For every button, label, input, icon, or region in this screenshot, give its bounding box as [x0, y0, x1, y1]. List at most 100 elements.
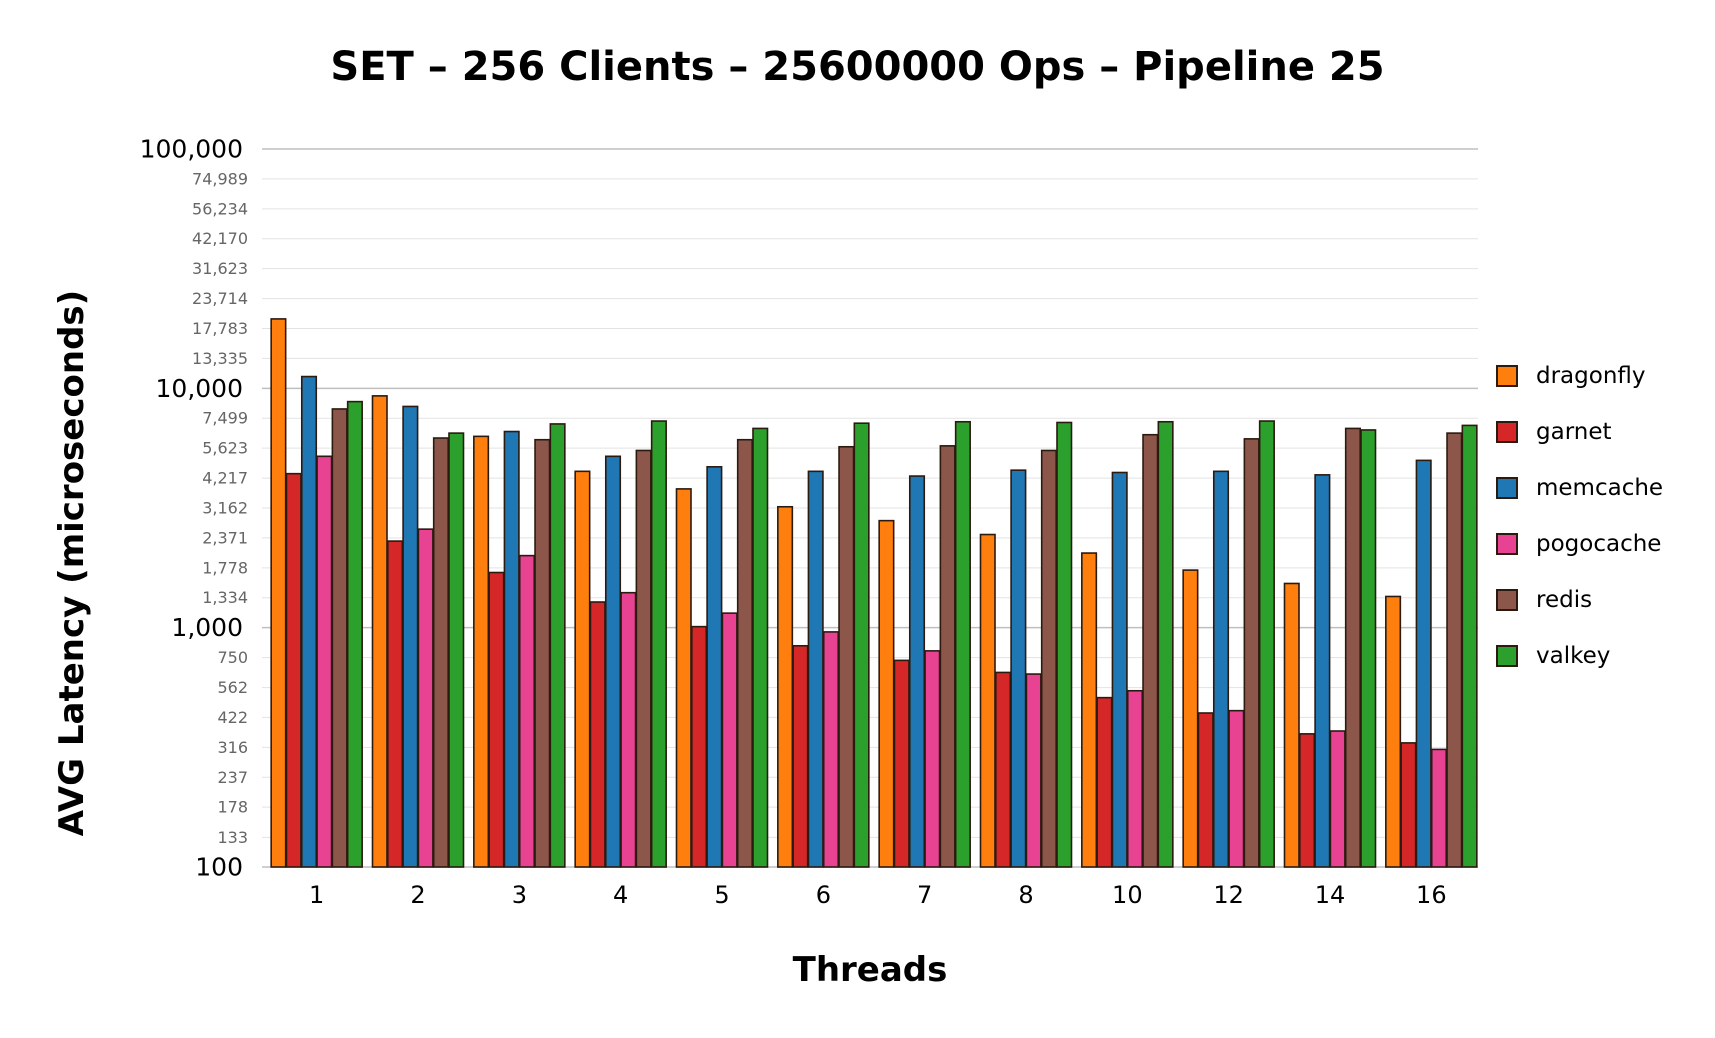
bar-garnet	[386, 540, 404, 868]
legend-label: valkey	[1536, 643, 1611, 669]
bar-memcache	[1314, 474, 1331, 868]
x-tick-label: 12	[1213, 881, 1244, 909]
bar-garnet	[285, 472, 302, 868]
bar-valkey	[1360, 429, 1377, 868]
legend-label: memcache	[1536, 475, 1664, 501]
y-axis-title: AVG Latency (microseconds)	[52, 289, 92, 837]
bar-pogocache	[518, 554, 536, 868]
x-axis-title: Threads	[792, 950, 948, 990]
x-tick-label: 10	[1112, 881, 1143, 909]
bar-dragonfly	[777, 505, 794, 868]
y-tick-label: 10,000	[156, 374, 243, 403]
bar-memcache	[503, 430, 520, 868]
bar-pogocache	[620, 591, 637, 868]
bar-pogocache	[924, 650, 941, 868]
x-tick-label: 3	[512, 881, 527, 909]
bar-memcache	[807, 470, 824, 868]
x-tick-label: 6	[816, 881, 831, 909]
bar-valkey	[752, 427, 769, 868]
bar-garnet	[1197, 712, 1214, 868]
bar-redis	[1040, 449, 1057, 868]
bar-garnet	[1096, 696, 1113, 868]
bar-valkey	[1461, 424, 1478, 868]
bar-valkey	[1056, 421, 1073, 868]
bar-garnet	[488, 571, 505, 868]
legend-swatch	[1496, 477, 1518, 499]
bar-redis	[331, 408, 348, 868]
chart-title: SET – 256 Clients – 25600000 Ops – Pipel…	[330, 44, 1385, 90]
bar-redis	[939, 445, 956, 868]
x-tick-label: 5	[714, 881, 729, 909]
y-tick-label: 562	[217, 678, 248, 697]
legend-swatch	[1496, 589, 1518, 611]
bar-pogocache	[1430, 748, 1448, 868]
y-tick-label: 5,623	[202, 439, 248, 458]
y-tick-label: 23,714	[192, 289, 248, 308]
bar-dragonfly	[371, 395, 388, 868]
x-tick-label: 2	[410, 881, 425, 909]
bar-memcache	[604, 455, 622, 868]
bar-dragonfly	[1081, 552, 1098, 868]
y-tick-label: 422	[217, 708, 248, 727]
bar-redis	[838, 445, 855, 868]
legend-swatch	[1496, 421, 1518, 443]
legend-label: dragonfly	[1536, 363, 1646, 389]
y-tick-label: 42,170	[192, 229, 248, 248]
bar-valkey	[549, 423, 566, 868]
y-tick-label: 3,162	[202, 499, 248, 518]
bar-valkey	[448, 432, 465, 868]
y-tick-label: 133	[217, 828, 248, 847]
bar-dragonfly	[473, 435, 490, 868]
bar-dragonfly	[1283, 582, 1300, 868]
y-tick-label: 1,778	[202, 558, 248, 577]
bar-memcache	[1415, 459, 1432, 868]
bar-dragonfly	[1182, 569, 1199, 868]
legend-label: pogocache	[1536, 531, 1662, 557]
y-tick-label: 13,335	[192, 349, 248, 368]
legend-item: pogocache	[1496, 516, 1663, 572]
bar-memcache	[1010, 469, 1027, 868]
bar-redis	[1142, 433, 1159, 868]
x-tick-label: 14	[1315, 881, 1346, 909]
bar-redis	[432, 437, 450, 868]
y-tick-label: 74,989	[192, 169, 248, 188]
bar-memcache	[706, 466, 723, 868]
bar-garnet	[1400, 742, 1417, 868]
bar-valkey	[1258, 420, 1275, 868]
bar-pogocache	[1228, 709, 1245, 868]
y-tick-label: 1,334	[202, 588, 248, 607]
y-tick-label: 1,000	[171, 613, 243, 642]
bar-redis	[1243, 438, 1260, 868]
x-tick-label: 16	[1416, 881, 1447, 909]
bar-pogocache	[1025, 673, 1042, 868]
bar-valkey	[853, 422, 870, 868]
bar-dragonfly	[1385, 595, 1402, 868]
bar-pogocache	[1126, 689, 1144, 868]
legend-item: valkey	[1496, 628, 1663, 684]
bar-garnet	[589, 601, 606, 868]
bar-dragonfly	[878, 519, 895, 868]
bar-dragonfly	[574, 470, 591, 868]
legend-item: garnet	[1496, 404, 1663, 460]
legend-label: redis	[1536, 587, 1593, 613]
bar-valkey	[1157, 420, 1174, 868]
y-tick-label: 237	[217, 768, 248, 787]
bar-valkey	[346, 400, 363, 868]
y-tick-label: 56,234	[192, 199, 248, 218]
bar-pogocache	[822, 631, 840, 868]
bar-valkey	[650, 420, 667, 868]
bar-pogocache	[721, 612, 738, 868]
bar-pogocache	[417, 528, 434, 868]
bar-dragonfly	[979, 533, 996, 868]
bar-redis	[736, 438, 754, 868]
legend-item: memcache	[1496, 460, 1663, 516]
bar-pogocache	[316, 455, 333, 868]
legend-swatch	[1496, 533, 1518, 555]
y-tick-label: 178	[217, 798, 248, 817]
y-tick-label: 7,499	[202, 409, 248, 428]
bar-redis	[1446, 432, 1463, 868]
bar-dragonfly	[270, 318, 287, 868]
y-tick-label: 316	[217, 738, 248, 757]
